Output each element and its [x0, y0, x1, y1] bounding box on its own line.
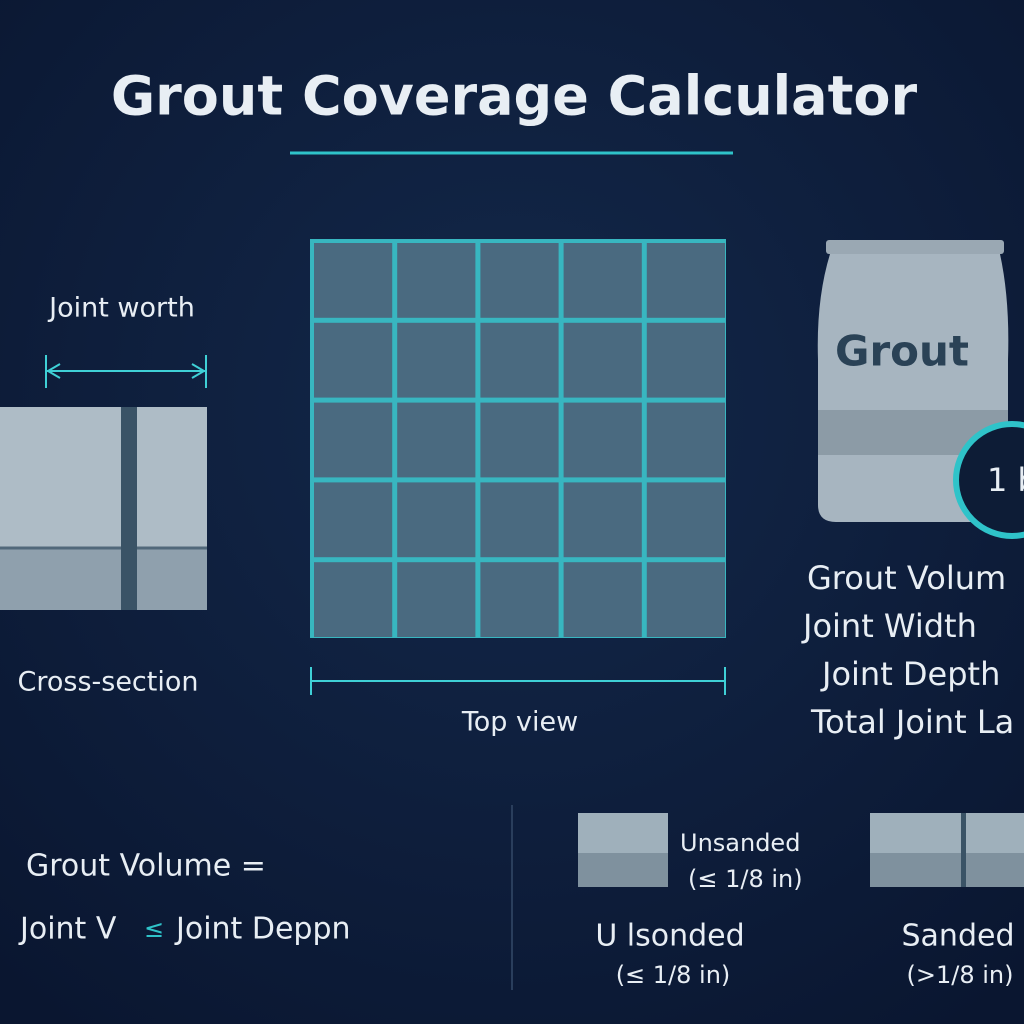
type-label: U lsonded	[595, 919, 744, 954]
tile	[314, 402, 393, 478]
tile	[397, 562, 476, 637]
unsanded-swatch	[578, 813, 668, 887]
formula-symbol: ≤	[144, 915, 164, 943]
tile	[397, 243, 476, 318]
tile	[397, 402, 476, 478]
tile	[397, 482, 476, 558]
tile	[397, 322, 476, 398]
title: Grout Coverage Calculator	[111, 65, 918, 128]
tile	[646, 322, 725, 398]
tile	[314, 243, 393, 318]
tile	[480, 402, 559, 478]
bag-line: Joint Depth	[820, 655, 1000, 693]
top-view-caption: Top view	[461, 707, 578, 738]
swatch-label: Unsanded	[680, 829, 800, 857]
type-range: (≤ 1/8 in)	[616, 961, 731, 989]
formula-part: Joint V	[18, 912, 117, 947]
type-label: Sanded	[902, 919, 1015, 954]
tile-grid	[310, 239, 726, 638]
badge	[953, 421, 1024, 539]
tile	[480, 482, 559, 558]
tile	[563, 402, 642, 478]
tile	[563, 482, 642, 558]
tile	[480, 562, 559, 637]
tile	[480, 322, 559, 398]
joint-label: Joint worth	[47, 293, 195, 324]
cross-section-tile	[0, 407, 207, 610]
tile	[646, 402, 725, 478]
tile	[314, 562, 393, 637]
grout-bag	[817, 240, 1009, 522]
tile	[480, 243, 559, 318]
tile	[646, 482, 725, 558]
formula-part: Joint Deppn	[174, 912, 351, 947]
bag-line: Total Joint La	[810, 703, 1014, 741]
badge-text: 1 b	[987, 461, 1024, 499]
tile	[314, 482, 393, 558]
tile	[563, 243, 642, 318]
cross-section-caption: Cross-section	[18, 667, 199, 698]
sanded-swatch	[870, 813, 1024, 887]
tile	[563, 322, 642, 398]
tile	[646, 243, 725, 318]
bag-line: Grout Volum	[807, 559, 1006, 597]
width-arrow	[310, 667, 726, 695]
type-range: (>1/8 in)	[907, 961, 1014, 989]
swatch-range: (≤ 1/8 in)	[688, 865, 803, 893]
tile	[563, 562, 642, 637]
dimension-arrow	[45, 355, 207, 388]
tile	[646, 562, 725, 637]
bag-line: Joint Width	[801, 607, 977, 645]
formula-line: Grout Volume =	[26, 849, 266, 884]
bag-label: Grout	[835, 327, 969, 376]
tile	[314, 322, 393, 398]
